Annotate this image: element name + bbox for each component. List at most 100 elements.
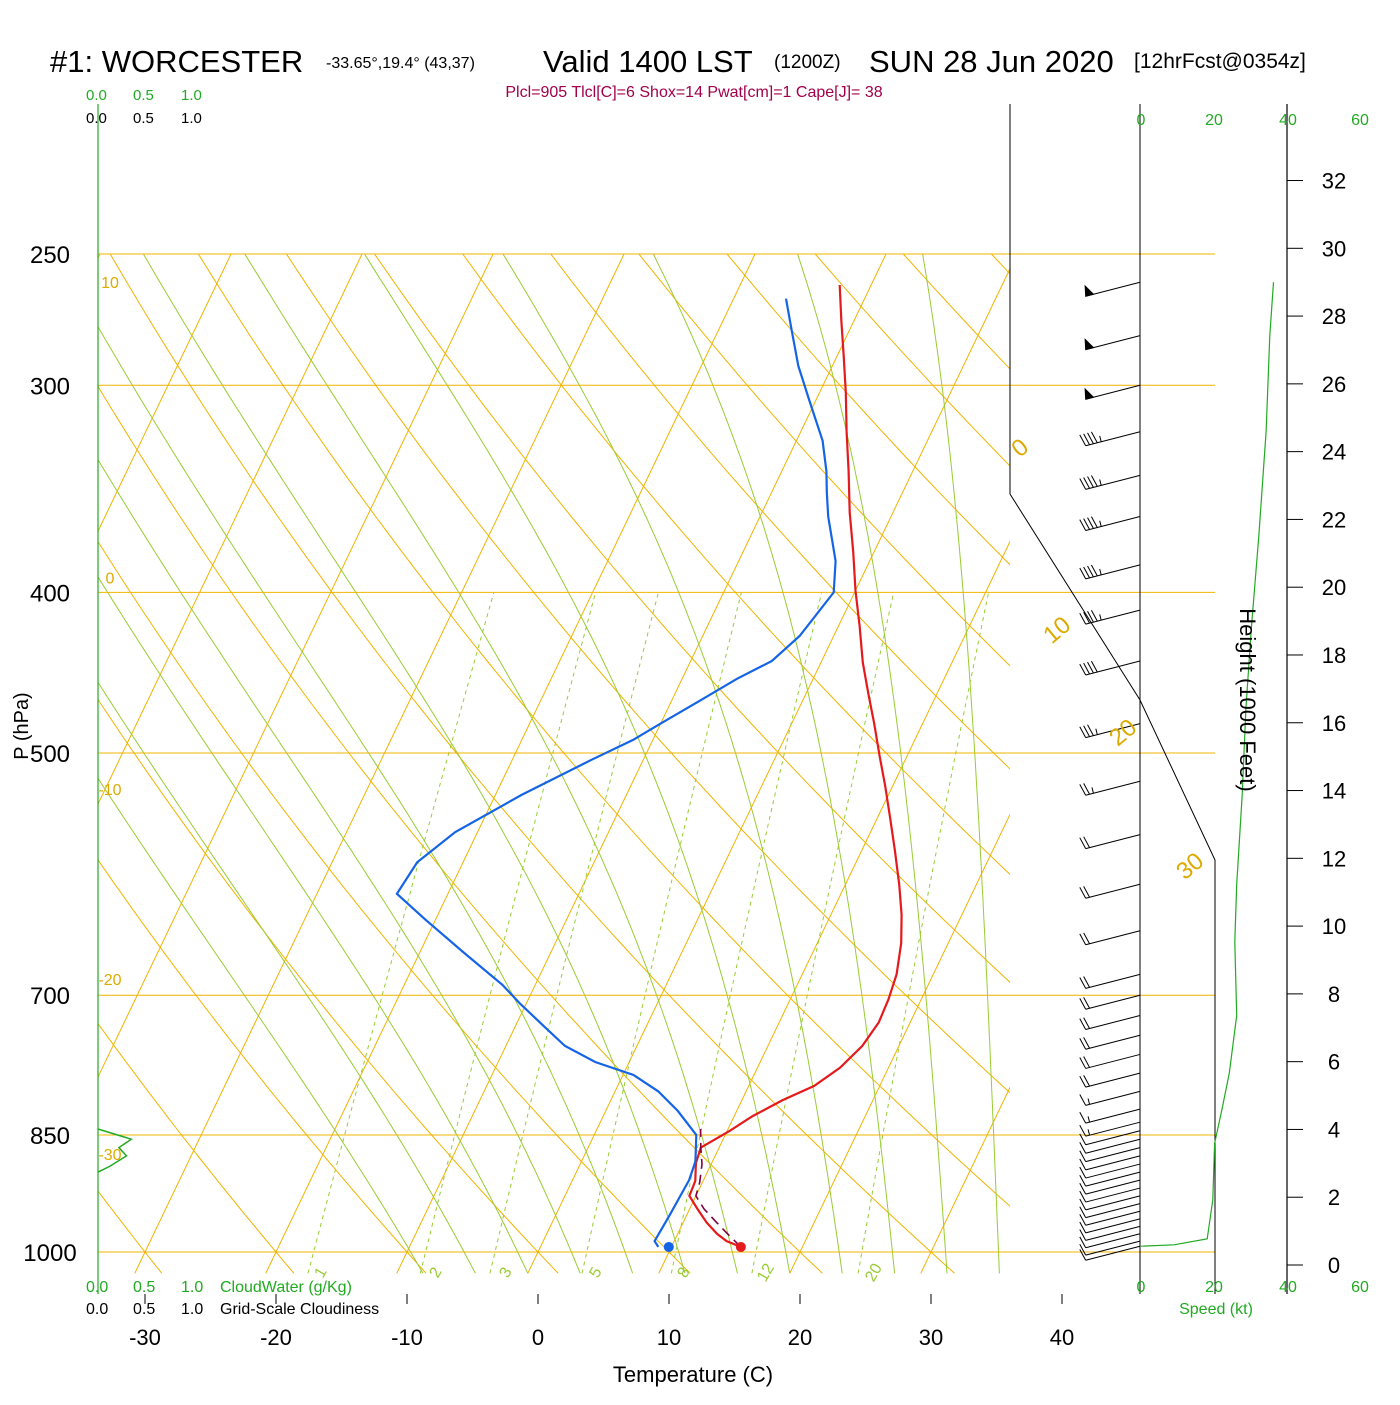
isotherm-label: -30 — [98, 1147, 121, 1164]
sounding-indices: Plcl=905 Tlcl[C]=6 Shox=14 Pwat[cm]=1 Ca… — [505, 84, 882, 101]
moist-adiabat-lines — [0, 254, 999, 1273]
isotherm-label: 0 — [106, 570, 115, 587]
height-tick-label: 28 — [1322, 304, 1346, 329]
dry-adiabat-line — [110, 254, 954, 1273]
wind-barb-half — [1088, 1129, 1090, 1135]
mixing-ratio-label: 12 — [754, 1261, 778, 1285]
wind-barb — [1080, 1234, 1140, 1248]
isotherm-label: 0 — [1006, 433, 1034, 462]
height-tick-label: 14 — [1322, 779, 1346, 804]
speed-ticks-bottom: 0 20 40 60 Speed (kt) — [1137, 1279, 1369, 1318]
cloud-tick-bottom-black: 0.0 — [86, 1301, 108, 1318]
height-tick-label: 20 — [1322, 575, 1346, 600]
wind-barb — [1080, 432, 1140, 446]
wind-barb — [1080, 1164, 1140, 1178]
wind-barb-flag — [1085, 286, 1093, 296]
wind-barb — [1080, 974, 1140, 988]
pressure-tick-label: 500 — [30, 741, 70, 768]
wind-barb-half — [1100, 521, 1102, 527]
speed-tick: 40 — [1279, 112, 1297, 129]
wind-barb — [1080, 931, 1140, 945]
speed-tick: 60 — [1351, 112, 1369, 129]
x-tick-label: -30 — [129, 1325, 161, 1350]
isotherm-line — [528, 254, 1017, 1273]
dry-adiabat-line — [0, 254, 690, 1273]
cloud-tick-top-black: 0.0 — [86, 110, 107, 127]
wind-barb-staff — [1086, 995, 1140, 1009]
height-tick-label: 22 — [1322, 507, 1346, 532]
wind-barb — [1080, 517, 1140, 531]
forecast-info: [12hrFcst@0354z] — [1134, 50, 1306, 73]
moist-adiabat-line — [57, 254, 633, 1273]
wind-barb-half — [1096, 729, 1098, 735]
wind-barb-staff — [1086, 781, 1140, 795]
wind-barb-half — [1088, 1116, 1090, 1122]
cloud-tick-bottom-green: 0.5 — [133, 1279, 155, 1296]
x-tick-label: -10 — [391, 1325, 423, 1350]
wind-barb — [1080, 1109, 1140, 1123]
wind-barb — [1080, 1226, 1140, 1240]
wind-barb — [1080, 1156, 1140, 1170]
wind-barb — [1085, 385, 1140, 399]
wind-barb — [1080, 661, 1140, 675]
wind-barb-staff — [1086, 1139, 1140, 1153]
speed-tick: 20 — [1205, 112, 1223, 129]
mixing-ratio-line — [752, 592, 894, 1273]
isotherm-line — [1052, 254, 1400, 1273]
isotherm-line — [790, 254, 1279, 1273]
height-tick-label: 26 — [1322, 372, 1346, 397]
valid-time: Valid 1400 LST — [543, 44, 753, 79]
dry-adiabat-line — [1168, 254, 1400, 1273]
wind-barb — [1085, 282, 1140, 296]
cloud-tick-top-green: 1.0 — [181, 87, 202, 104]
pressure-tick-label: 400 — [30, 580, 70, 607]
height-tick-label: 6 — [1328, 1050, 1340, 1075]
wind-panel-boundary — [1010, 104, 1215, 1294]
speed-tick: 40 — [1279, 1279, 1297, 1296]
wind-barb-staff — [1086, 661, 1140, 675]
wind-barb — [1080, 475, 1140, 489]
moist-adiabat-line — [0, 254, 528, 1273]
wind-barb — [1080, 1188, 1140, 1202]
dry-adiabat-line — [639, 254, 1400, 1273]
dry-adiabat-line — [0, 254, 162, 1273]
height-tick-label: 30 — [1322, 236, 1346, 261]
wind-barb-staff — [1086, 884, 1140, 898]
wind-barb-staff — [1086, 1211, 1140, 1225]
sounding-series — [397, 285, 902, 1252]
wind-barb — [1080, 781, 1140, 795]
moist-adiabat-line — [0, 254, 580, 1273]
wind-barb — [1080, 1122, 1140, 1136]
x-tick-label: 40 — [1050, 1325, 1074, 1350]
wind-barb-staff — [1086, 1131, 1140, 1145]
wind-barb — [1080, 1091, 1140, 1105]
wind-barb-full — [1080, 1094, 1086, 1105]
wind-barb — [1080, 884, 1140, 898]
dry-adiabat-line — [0, 254, 558, 1273]
wind-barb-staff — [1086, 1109, 1140, 1123]
wind-barb — [1080, 1180, 1140, 1194]
height-tick-label: 2 — [1328, 1185, 1340, 1210]
pressure-tick-label: 1000 — [23, 1240, 76, 1267]
moist-adiabat-line — [923, 254, 1000, 1273]
wind-barb-staff — [1086, 1164, 1140, 1178]
wind-barb — [1080, 1204, 1140, 1218]
x-tick-label: 20 — [788, 1325, 812, 1350]
mixing-ratio-line — [671, 592, 821, 1273]
wind-barb-staff — [1086, 1196, 1140, 1210]
speed-tick: 0 — [1137, 1279, 1146, 1296]
pressure-tick-label: 700 — [30, 983, 70, 1010]
mixing-ratio-label: 3 — [497, 1265, 516, 1281]
wind-barb — [1085, 336, 1140, 350]
wind-barb-staff — [1086, 1054, 1140, 1068]
cloud-water-label: CloudWater (g/Kg) — [220, 1279, 352, 1296]
height-axis-title: Height (1000 Feet) — [1235, 608, 1260, 791]
pressure-tick-label: 850 — [30, 1123, 70, 1150]
wind-barb-staff — [1086, 1204, 1140, 1218]
wind-barb-flag — [1085, 339, 1093, 349]
wind-barb-staff — [1086, 1091, 1140, 1105]
isotherm-line — [659, 254, 1148, 1273]
isotherm-line — [4, 254, 493, 1273]
height-tick-label: 10 — [1322, 914, 1346, 939]
wind-barb — [1080, 1016, 1140, 1030]
